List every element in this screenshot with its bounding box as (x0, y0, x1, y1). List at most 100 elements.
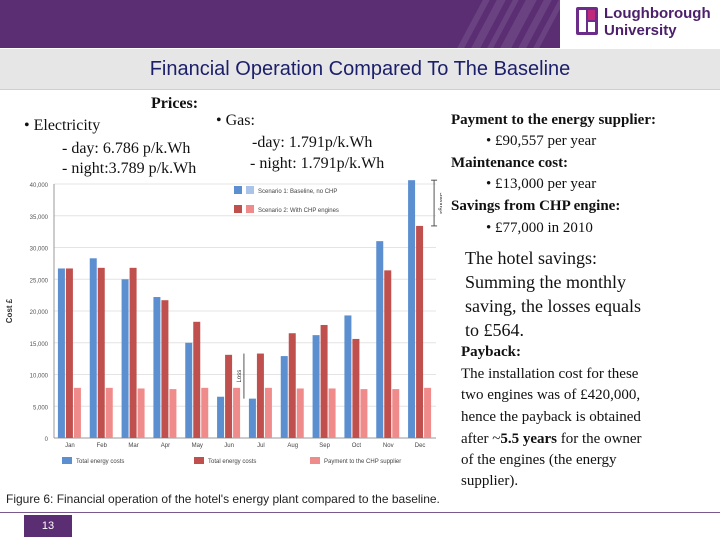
x-tick-label: Jun (224, 443, 234, 449)
payback-post: for the owner (557, 431, 642, 447)
bar-chp (352, 338, 360, 438)
bar-chp (416, 225, 424, 438)
bar-chp-payment (105, 387, 113, 438)
y-tick-label: 0 (45, 437, 49, 443)
logo-text: Loughborough University (604, 5, 711, 39)
figure-caption: Figure 6: Financial operation of the hot… (6, 492, 440, 506)
gas-day: -day: 1.791p/k.Wh (252, 134, 373, 151)
bar-chp (65, 268, 73, 438)
bar-chp-payment (264, 387, 272, 438)
savings-annotation: Savings (438, 192, 442, 213)
payback-years: 5.5 years (500, 431, 557, 447)
legend-swatch (194, 457, 204, 464)
x-tick-label: Sep (319, 443, 330, 449)
gas-night: - night: 1.791p/k.Wh (250, 155, 385, 172)
payback-line: The installation cost for these (461, 366, 639, 382)
bar-baseline (344, 315, 352, 438)
bar-baseline (408, 180, 416, 438)
y-tick-label: 5,000 (33, 405, 49, 411)
electricity-label: • Electricity (24, 117, 101, 134)
bar-chp-payment (360, 389, 368, 438)
bar-baseline (121, 279, 129, 438)
legend-label: Payment to the CHP supplier (324, 459, 401, 465)
legend-swatch (246, 186, 254, 194)
bar-chp (97, 267, 105, 438)
electricity-day: - day: 6.786 p/k.Wh (62, 140, 191, 157)
legend-swatch (310, 457, 320, 464)
payment-heading: Payment to the energy supplier: (451, 112, 656, 128)
electricity-night: - night:3.789 p/k.Wh (62, 160, 197, 177)
y-tick-label: 10,000 (30, 374, 49, 380)
bar-chp-payment (137, 388, 145, 438)
legend-label: Total energy costs (76, 459, 124, 465)
y-tick-label: 35,000 (30, 215, 49, 221)
savings-heading: Savings from CHP engine: (451, 198, 621, 214)
bar-chp (256, 353, 264, 438)
bar-baseline (376, 241, 384, 438)
x-tick-label: Feb (97, 443, 108, 449)
x-tick-label: Dec (415, 443, 426, 449)
prices-heading: Prices: (151, 95, 199, 112)
footer-rule (0, 512, 720, 513)
bar-chp-payment (424, 387, 432, 438)
maintenance-heading: Maintenance cost: (451, 155, 569, 171)
payment-value: • £90,557 per year (486, 133, 597, 149)
legend-swatch (234, 186, 242, 194)
logo-line2: University (604, 22, 677, 39)
page-number: 13 (24, 515, 72, 537)
bar-baseline (185, 342, 193, 438)
legend-swatch (234, 205, 242, 213)
x-tick-label: Apr (161, 443, 170, 449)
bar-chp (225, 354, 233, 438)
legend-swatch (62, 457, 72, 464)
payback-line: supplier). (461, 473, 519, 489)
x-tick-label: Aug (287, 443, 298, 449)
legend-swatch (246, 205, 254, 213)
legend-label: Scenario 1: Baseline, no CHP (258, 189, 337, 195)
bar-chp-payment (73, 387, 81, 438)
y-axis-label: Cost £ (5, 298, 14, 323)
bar-chp (384, 270, 392, 438)
bar-chp (288, 333, 296, 438)
hotel-savings-line: to £564. (465, 320, 525, 340)
bar-chp (129, 267, 137, 438)
university-crest-icon (576, 7, 598, 35)
bar-chp-payment (296, 388, 304, 438)
y-tick-label: 30,000 (30, 247, 49, 253)
hotel-savings-line: Summing the monthly (465, 272, 627, 292)
payback-line: after ~5.5 years for the owner (461, 431, 642, 448)
legend-label: Total energy costs (208, 459, 256, 465)
cost-bar-chart: 0 5,000 10,000 15,000 20,000 25,000 30,000 35,0… (5, 179, 442, 465)
payback-line: two engines was of £420,000, (461, 387, 641, 403)
payback-line: of the engines (the energy (461, 452, 617, 468)
bar-chp (320, 324, 328, 438)
bar-baseline (248, 398, 256, 438)
loss-annotation: Loss (237, 370, 243, 383)
bar-chp (193, 321, 201, 438)
bar-chp-payment (233, 387, 241, 438)
hotel-savings-line: The hotel savings: (465, 248, 597, 268)
hotel-savings-line: saving, the losses equals (465, 296, 641, 316)
x-tick-label: Nov (383, 443, 394, 449)
x-tick-label: Jul (257, 443, 265, 449)
payback-heading: Payback: (461, 344, 521, 360)
legend-label: Scenario 2: With CHP engines (258, 208, 339, 214)
bar-baseline (280, 356, 288, 438)
payback-line: hence the payback is obtained (461, 409, 641, 425)
slide-title: Financial Operation Compared To The Base… (149, 58, 571, 80)
x-tick-label: Jan (65, 443, 75, 449)
gas-label: • Gas: (216, 112, 255, 129)
x-tick-label: May (192, 443, 203, 449)
y-tick-label: 20,000 (30, 310, 49, 316)
bar-baseline (217, 396, 225, 438)
bar-chp-payment (328, 388, 336, 438)
bar-chp-payment (169, 389, 177, 438)
bar-chp-payment (392, 389, 400, 438)
bar-chp-payment (201, 387, 209, 438)
y-tick-label: 15,000 (30, 342, 49, 348)
x-tick-label: Oct (352, 443, 362, 449)
y-tick-label: 40,000 (30, 183, 49, 189)
x-tick-label: Mar (128, 443, 138, 449)
title-band (0, 49, 720, 90)
bar-baseline (312, 335, 320, 438)
